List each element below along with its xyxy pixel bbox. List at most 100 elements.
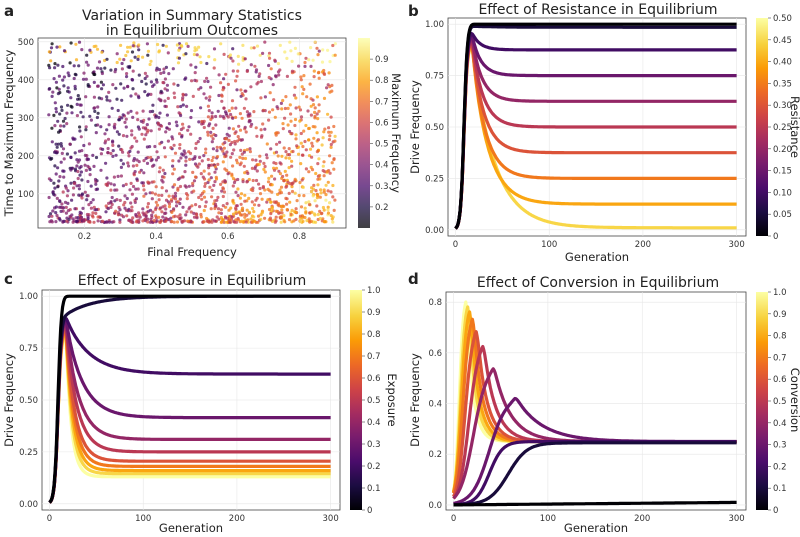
series-line-0.30 (454, 40, 738, 230)
scatter-point (162, 70, 166, 75)
scatter-point (327, 130, 331, 134)
scatter-point (236, 69, 240, 73)
scatter-point (328, 134, 332, 138)
scatter-point (314, 171, 318, 176)
scatter-point (234, 130, 238, 134)
scatter-point (76, 94, 80, 98)
scatter-point (263, 216, 267, 220)
scatter-point (207, 166, 211, 170)
scatter-point (293, 46, 297, 51)
scatter-point (278, 43, 282, 48)
panel-d-y-tick-label: 0.4 (428, 400, 442, 410)
scatter-point (55, 86, 59, 90)
scatter-point (221, 160, 225, 164)
scatter-point (157, 68, 162, 72)
scatter-point (142, 137, 146, 141)
scatter-point (302, 74, 306, 78)
scatter-point (181, 175, 185, 179)
scatter-point (189, 220, 193, 224)
scatter-point (293, 85, 297, 89)
scatter-point (216, 195, 220, 199)
scatter-point (180, 135, 184, 139)
scatter-point (311, 144, 315, 148)
scatter-point (321, 217, 325, 221)
scatter-point (101, 83, 105, 87)
panel-c-y-tick-label: 0.00 (19, 500, 38, 510)
scatter-point (192, 179, 197, 183)
scatter-point (129, 59, 133, 63)
scatter-point (300, 85, 304, 89)
scatter-point (292, 219, 296, 223)
scatter-point (286, 106, 290, 110)
scatter-point (270, 183, 274, 187)
scatter-point (121, 134, 126, 138)
scatter-point (287, 218, 292, 222)
scatter-point (124, 117, 128, 121)
scatter-point (263, 95, 267, 99)
scatter-point (328, 171, 332, 175)
scatter-point (290, 69, 294, 73)
scatter-point (75, 114, 79, 118)
scatter-point (72, 64, 76, 68)
scatter-point (299, 131, 303, 136)
scatter-point (158, 111, 162, 115)
scatter-point (333, 134, 337, 138)
scatter-point (333, 198, 337, 202)
scatter-point (171, 164, 175, 168)
scatter-point (250, 166, 254, 170)
scatter-point (50, 126, 54, 130)
scatter-point (242, 220, 246, 224)
scatter-point (287, 156, 291, 160)
scatter-point (310, 168, 315, 172)
scatter-point (192, 52, 196, 57)
scatter-point (205, 219, 209, 223)
scatter-point (166, 139, 170, 143)
scatter-point (219, 220, 223, 224)
scatter-point (289, 212, 293, 217)
scatter-point (154, 158, 158, 162)
scatter-point (270, 174, 274, 178)
scatter-point (135, 139, 139, 143)
scatter-point (240, 152, 244, 156)
scatter-point (52, 113, 56, 117)
scatter-point (224, 72, 228, 76)
scatter-point (235, 161, 239, 165)
scatter-point (272, 168, 277, 172)
scatter-point (92, 95, 96, 99)
scatter-point (237, 124, 241, 128)
scatter-point (219, 81, 223, 85)
scatter-point (280, 176, 284, 180)
scatter-point (78, 210, 82, 214)
scatter-point (219, 182, 223, 186)
scatter-point (313, 199, 317, 203)
scatter-point (243, 125, 247, 129)
scatter-point (252, 210, 256, 214)
scatter-point (329, 145, 333, 149)
scatter-point (205, 216, 209, 221)
panel-a-y-tick-label: 300 (18, 114, 34, 124)
scatter-point (137, 96, 141, 100)
scatter-point (105, 57, 109, 61)
scatter-point (300, 153, 305, 157)
panel-d-colorbar-tick-label: 1.0 (773, 288, 787, 298)
scatter-point (197, 162, 201, 166)
scatter-point (143, 90, 147, 94)
scatter-point (92, 80, 96, 84)
scatter-point (268, 189, 272, 193)
scatter-point (173, 191, 178, 195)
scatter-point (128, 188, 132, 192)
scatter-point (267, 118, 271, 122)
scatter-point (144, 82, 148, 86)
scatter-point (88, 220, 92, 224)
scatter-point (257, 162, 261, 166)
scatter-point (251, 158, 255, 162)
panel-d-y-tick-label: 0.0 (428, 501, 442, 511)
scatter-point (191, 94, 195, 98)
scatter-point (78, 125, 82, 129)
scatter-point (184, 155, 188, 159)
series-line-0.4 (48, 320, 332, 504)
scatter-point (263, 188, 267, 192)
scatter-point (153, 144, 157, 149)
scatter-point (268, 56, 272, 60)
scatter-point (120, 116, 124, 120)
